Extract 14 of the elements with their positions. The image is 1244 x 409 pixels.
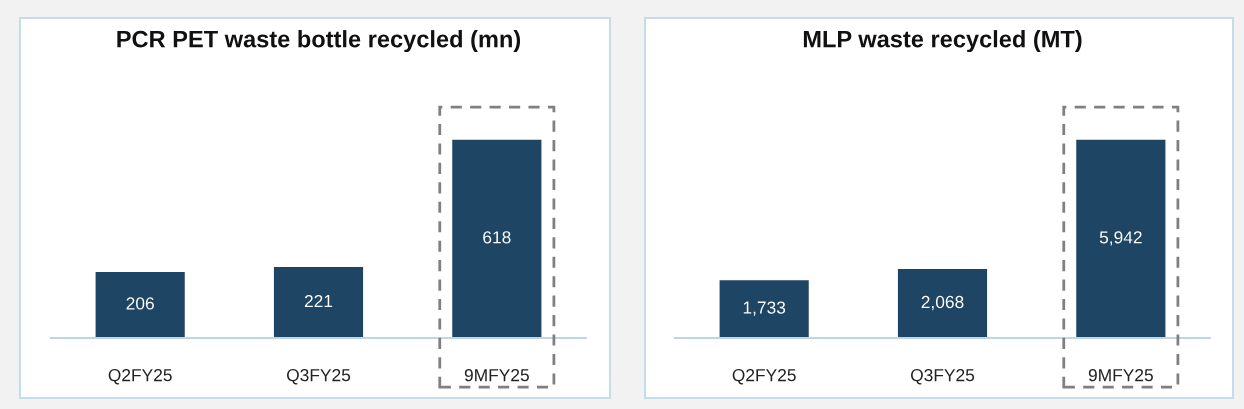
x-tick-label: Q2FY25 [732,369,796,385]
data-label: 206 [126,297,154,310]
data-label: 618 [483,231,511,244]
x-tick-label: Q2FY25 [108,369,172,385]
x-tick-label: 9MFY25 [464,369,529,382]
data-label: 5,942 [1099,231,1142,246]
data-label: 221 [304,294,333,308]
chart-title: MLP waste recycled (MT) [803,30,1082,53]
data-label: 1,733 [743,301,786,316]
x-tick-label: Q3FY25 [911,369,975,385]
data-label: 2,068 [921,295,964,311]
chart-title: PCR PET waste bottle recycled (mn) [117,30,521,53]
x-tick-label: 9MFY25 [1088,369,1153,382]
x-tick-label: Q3FY25 [287,369,351,385]
